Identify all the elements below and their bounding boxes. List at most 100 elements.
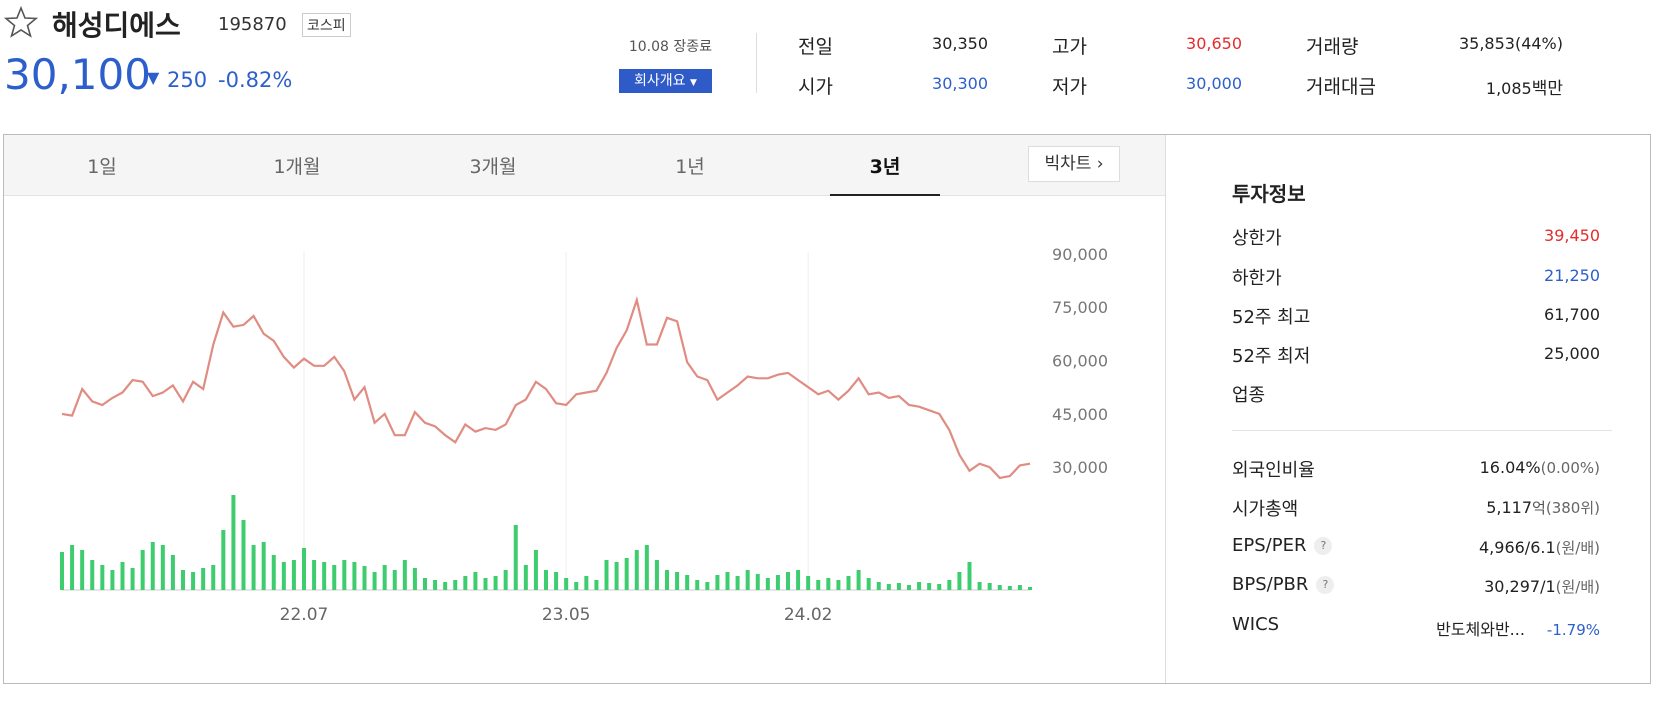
quote-label: 고가 [1052, 36, 1087, 58]
volume-bar [634, 550, 639, 590]
unit: 억 [1532, 499, 1546, 517]
volume-bar [846, 576, 851, 590]
label-text: 시가총액 [1232, 499, 1299, 520]
tab[interactable]: 1년 [675, 156, 705, 178]
info-value: 4,966/6.1(원/배) [1340, 537, 1600, 558]
tab[interactable]: 3개월 [469, 156, 517, 178]
volume-bar [554, 572, 559, 590]
volume-bar [473, 572, 478, 590]
quote-label: 거래량 [1306, 36, 1359, 58]
volume-bar [160, 545, 165, 590]
volume-bar [352, 562, 357, 590]
volume-bar [120, 562, 125, 590]
volume-bar [987, 583, 992, 590]
tab[interactable]: 1개월 [273, 156, 321, 178]
volume-bar [322, 562, 327, 590]
volume-bar [80, 550, 85, 590]
volume-bar [423, 578, 427, 590]
volume-bar [362, 566, 367, 590]
volume-bar [251, 545, 256, 590]
volume-bar [211, 565, 216, 590]
volume-bar [675, 572, 680, 590]
volume-bar [433, 580, 438, 590]
info-value: 반도체와반... -1.79% [1340, 616, 1600, 640]
volume-bar [695, 580, 700, 590]
invest-title: 투자정보 [1232, 182, 1306, 206]
volume-bar [654, 560, 659, 590]
volume-bar [150, 542, 155, 590]
quote-value: 30,350 [932, 34, 988, 53]
volume-bar [614, 562, 619, 590]
value: 5,117 [1486, 498, 1533, 517]
volume-bar [947, 580, 952, 590]
info-value: 61,700 [1544, 305, 1600, 324]
x-tick-label: 24.02 [784, 605, 833, 625]
volume-bar [90, 560, 95, 590]
company-button[interactable]: 회사개요 ▼ [619, 69, 712, 93]
y-tick-label: 75,000 [1052, 298, 1108, 317]
volume-bar [836, 580, 841, 590]
volume-bar [735, 576, 740, 590]
volume-bar [604, 560, 609, 590]
value: 30,297/1 [1484, 577, 1556, 596]
market-time: 10.08 장종료 [628, 39, 712, 55]
x-tick-label: 22.07 [280, 605, 329, 625]
active-underline [830, 194, 940, 196]
volume-bar [412, 568, 417, 590]
volume-bar [493, 576, 498, 590]
info-value: 21,250 [1544, 266, 1600, 285]
volume-bar [70, 545, 75, 590]
quote-label: 전일 [798, 36, 833, 58]
volume-bar [513, 525, 518, 590]
help-icon[interactable]: ? [1316, 576, 1335, 594]
volume-bar [856, 570, 861, 590]
quote-label: 저가 [1052, 76, 1087, 98]
star-icon[interactable] [4, 6, 38, 38]
change: 250 [167, 68, 208, 92]
volume-bar [191, 572, 196, 590]
big-chart-button[interactable]: 빅차트 › [1028, 146, 1120, 182]
volume-bar [533, 550, 538, 590]
help-icon[interactable]: ? [1314, 537, 1333, 555]
info-value: 5,117억(380위) [1340, 497, 1600, 518]
quote-value: 1,085백만 [1413, 74, 1563, 99]
quote-label: 거래대금 [1306, 76, 1376, 98]
volume-bar [181, 570, 185, 590]
stock-name: 해성디에스 [52, 9, 181, 42]
market-badge: 코스피 [302, 13, 351, 37]
quote-value: 30,000 [1186, 74, 1242, 93]
volume-bar [342, 560, 347, 590]
volume-bar [140, 550, 145, 590]
volume-bar [715, 575, 720, 590]
y-tick-label: 90,000 [1052, 245, 1108, 264]
info-value: 39,450 [1544, 226, 1600, 245]
label-text: 외국인비율 [1232, 460, 1315, 481]
volume-bar [100, 565, 105, 590]
volume-bar [523, 565, 528, 590]
note: (원/배) [1555, 539, 1600, 557]
volume-bar [271, 555, 276, 590]
volume-bar [957, 572, 962, 590]
volume-bar [170, 555, 175, 590]
sidebar-divider [1165, 135, 1166, 683]
volume-bar [806, 576, 811, 590]
tab[interactable]: 3년 [869, 156, 901, 178]
volume-bar [402, 560, 407, 590]
volume-bar [1028, 587, 1032, 590]
note: (0.00%) [1540, 459, 1600, 477]
volume-bar [927, 583, 932, 590]
volume-bar [483, 578, 488, 590]
volume-bar [977, 582, 982, 590]
stock-code: 195870 [218, 14, 287, 35]
volume-bar [281, 562, 286, 590]
volume-bar [392, 570, 397, 590]
down-arrow: ▼ [147, 68, 160, 87]
volume-bar [372, 572, 377, 590]
info-value: 16.04%(0.00%) [1340, 458, 1600, 477]
info-label: 52주 최저 [1232, 346, 1311, 367]
note: (원/배) [1555, 578, 1600, 596]
tab[interactable]: 1일 [87, 156, 117, 178]
info-label: 외국인비율 [1232, 456, 1315, 482]
volume-bar [896, 583, 901, 590]
